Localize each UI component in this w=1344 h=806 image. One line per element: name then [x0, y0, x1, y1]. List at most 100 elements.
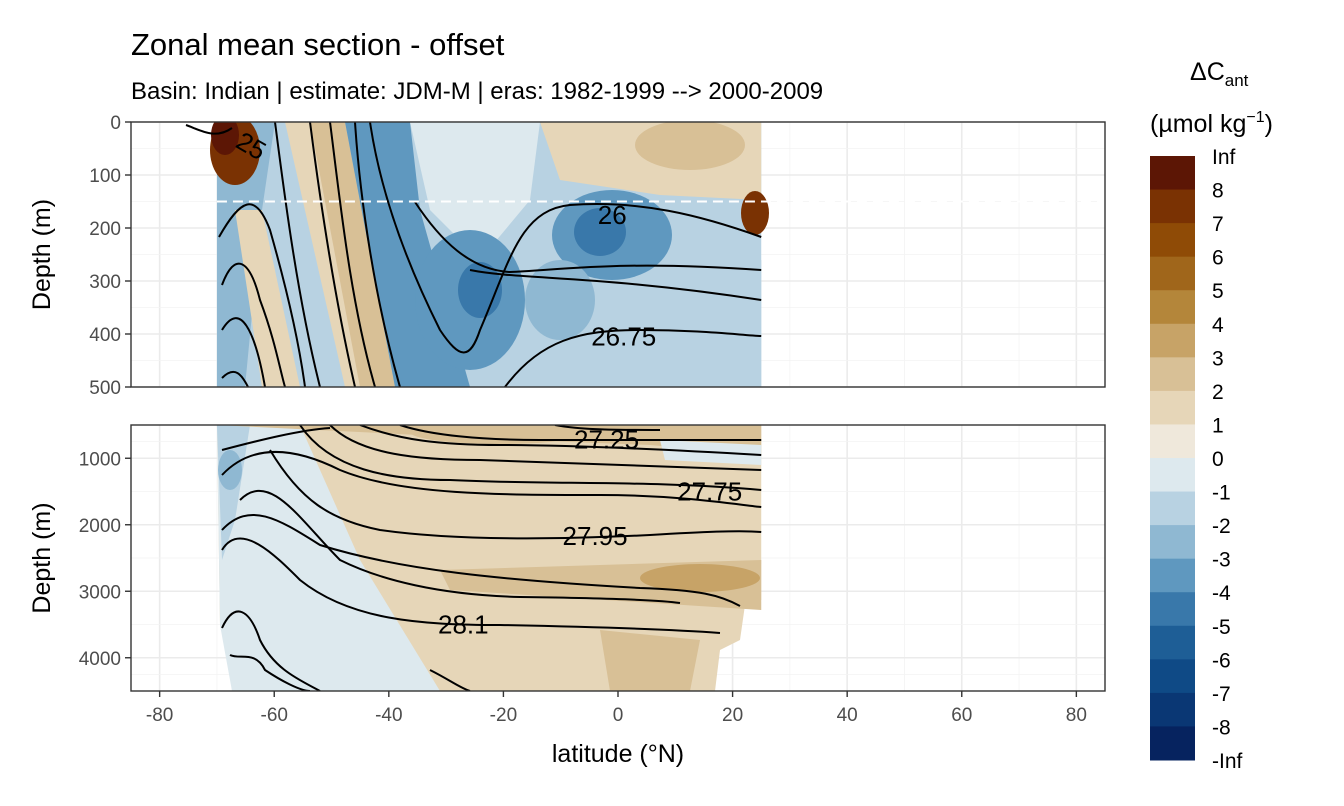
field-south-tan-strip: [235, 210, 300, 387]
legend-unit: (µmol kg−1): [1150, 109, 1273, 138]
field-south-blue-core: [218, 450, 242, 490]
y-axis-label: Depth (m): [28, 502, 56, 613]
contour-line: [309, 122, 356, 387]
legend-swatch: [1150, 390, 1195, 425]
legend-swatch: [1150, 692, 1195, 727]
contour-line: [218, 203, 306, 387]
contour-line: [504, 328, 762, 387]
field-dark-north: [741, 191, 769, 235]
contour-line: [274, 122, 321, 387]
legend-label: 1: [1212, 414, 1224, 437]
y-tick-label: 2000: [79, 516, 121, 537]
field-tan-core: [310, 122, 395, 387]
contour-lines: [185, 122, 762, 387]
legend-swatch: [1150, 625, 1195, 660]
legend-swatch: [1150, 189, 1195, 224]
field-blue-eq-core: [574, 208, 626, 256]
y-tick-label: 1000: [79, 449, 121, 470]
contour-label: 28.1: [438, 610, 489, 640]
field-upper-tan-core: [635, 122, 745, 170]
contour-line: [185, 124, 233, 135]
legend-swatch: [1150, 592, 1195, 627]
contour-lines: [221, 425, 762, 691]
legend-label: -6: [1212, 649, 1231, 672]
contour-line: [369, 122, 762, 354]
chart-title: Zonal mean section - offset: [131, 27, 505, 62]
legend-swatch: [1150, 558, 1195, 593]
contour-line: [329, 122, 376, 387]
legend-label: 4: [1212, 314, 1224, 337]
legend-swatch: [1150, 323, 1195, 358]
x-axis-label: latitude (°N): [552, 740, 684, 768]
contour-line: [469, 269, 762, 301]
contour-line: [221, 262, 286, 387]
x-tick-label: 20: [722, 705, 743, 726]
legend-swatch: [1150, 424, 1195, 459]
contour-label: 26: [598, 200, 627, 230]
contour-line: [221, 370, 249, 387]
x-tick-label: -80: [146, 705, 173, 726]
contour-line: [414, 201, 762, 274]
legend-title-sub: ant: [1225, 71, 1249, 90]
chart-subtitle: Basin: Indian | estimate: JDM-M | eras: …: [131, 78, 823, 105]
legend-label: -Inf: [1212, 750, 1243, 773]
y-tick-label: 0: [110, 113, 121, 134]
field-mid-blue: [525, 260, 595, 340]
legend-swatch: [1150, 726, 1195, 761]
x-tick-label: 40: [837, 705, 858, 726]
legend-swatch: [1150, 525, 1195, 560]
contour-line: [359, 425, 762, 456]
panel-field: [185, 122, 769, 387]
legend-label: -3: [1212, 549, 1231, 572]
x-tick-label: 0: [613, 705, 624, 726]
contour-line: [229, 654, 311, 691]
field-deep-tan-core: [640, 564, 760, 592]
x-tick-label: -20: [490, 705, 517, 726]
legend-label: 5: [1212, 280, 1224, 303]
legend-label: 6: [1212, 247, 1224, 270]
legend-unit-suffix: ): [1265, 110, 1273, 138]
legend-label: -2: [1212, 515, 1231, 538]
x-axis-ticks: -80 -60 -40 -20 0 20 40 60 80: [146, 691, 1087, 726]
contour-line: [221, 427, 331, 451]
field-north-light: [640, 260, 762, 387]
x-tick-label: -40: [375, 705, 402, 726]
y-tick-label: 300: [89, 272, 121, 293]
y-axis-ticks: 0 100 200 300 400 500: [89, 113, 131, 399]
y-tick-label: 500: [89, 378, 121, 399]
legend-title-main: ΔC: [1190, 58, 1225, 86]
legend-swatch: [1150, 491, 1195, 526]
legend-label: -1: [1212, 482, 1231, 505]
y-tick-label: 400: [89, 325, 121, 346]
legend-label: 0: [1212, 448, 1224, 471]
legend-title: ΔCant: [1190, 58, 1249, 90]
legend: ΔCant (µmol kg−1) Inf 8 7 6 5 4 3 2 1 0 -1 -2 -3 -4 -5 -6…: [1150, 58, 1273, 773]
legend-label: -5: [1212, 616, 1231, 639]
contour-line: [354, 122, 401, 387]
legend-label: Inf: [1212, 146, 1236, 169]
legend-swatch: [1150, 458, 1195, 493]
y-tick-label: 100: [89, 166, 121, 187]
contour-line: [429, 669, 471, 691]
contour-label: 27.75: [677, 477, 742, 507]
field-top-tan: [216, 425, 762, 455]
legend-swatch: [1150, 223, 1195, 258]
contour-line: [221, 537, 721, 634]
contour-line: [554, 425, 661, 431]
legend-swatch: [1150, 256, 1195, 291]
field-dark-south-core: [211, 122, 239, 155]
panel-border: [130, 121, 1106, 388]
legend-unit-sup: −1: [1246, 109, 1264, 126]
legend-label: 2: [1212, 381, 1224, 404]
x-tick-label: 80: [1066, 705, 1087, 726]
legend-label: -7: [1212, 683, 1231, 706]
legend-label: 7: [1212, 213, 1224, 236]
field-upper-light: [410, 122, 540, 260]
x-tick-label: 60: [951, 705, 972, 726]
contour-label: 27.25: [574, 425, 639, 455]
legend-label: 8: [1212, 180, 1224, 203]
contour-line: [329, 425, 762, 471]
